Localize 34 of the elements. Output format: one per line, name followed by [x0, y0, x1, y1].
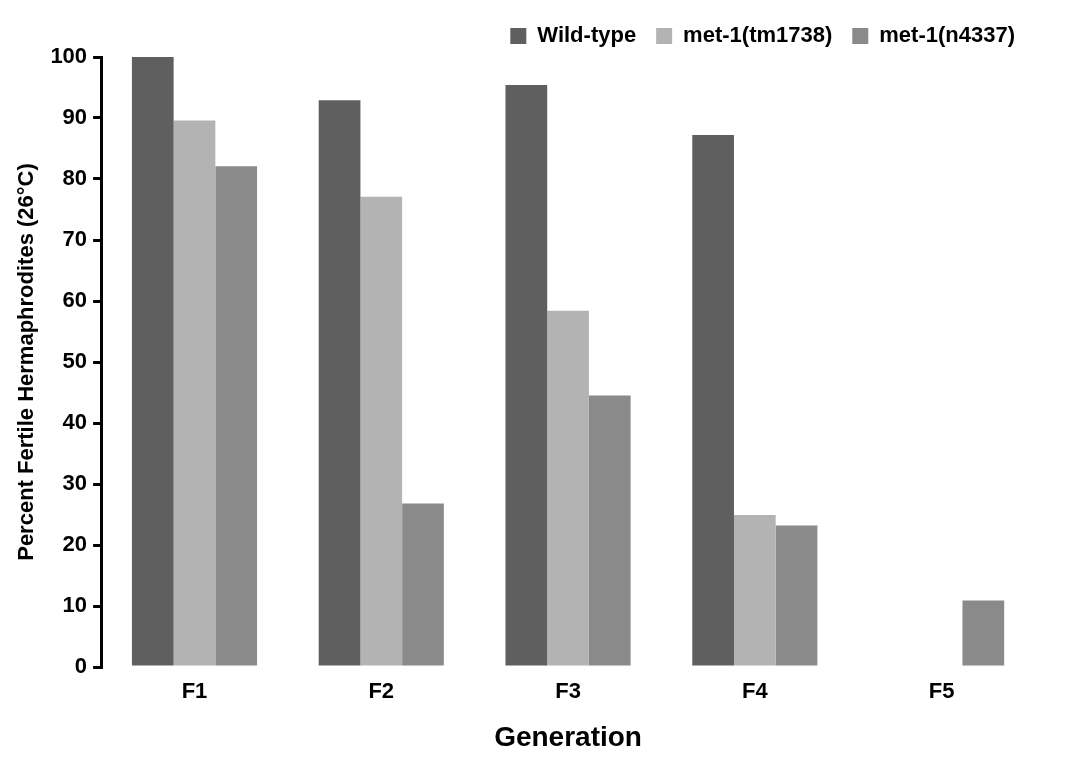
- bar: [692, 135, 734, 666]
- x-tick-label: F5: [928, 678, 955, 704]
- bar: [775, 525, 818, 666]
- bar: [131, 57, 174, 666]
- x-tick-label: F1: [181, 678, 208, 704]
- y-tick-label: 70: [62, 226, 88, 252]
- y-tick-label: 30: [62, 470, 88, 496]
- y-tick-label: 80: [62, 165, 88, 191]
- y-tick-label: 0: [74, 653, 88, 679]
- y-tick-label: 90: [62, 104, 88, 130]
- y-tick-label: 40: [62, 409, 88, 435]
- bar: [173, 120, 216, 666]
- bar: [360, 196, 403, 666]
- y-axis-title: Percent Fertile Hermaphrodites (26°C): [13, 163, 39, 561]
- legend-label: met-1(tm1738): [683, 22, 833, 48]
- bar: [215, 166, 258, 666]
- x-tick-label: F4: [741, 678, 769, 704]
- y-tick-label: 50: [62, 348, 88, 374]
- bar: [588, 395, 631, 666]
- y-tick-label: 60: [62, 287, 88, 313]
- y-tick-label: 100: [50, 43, 88, 69]
- bar: [733, 515, 776, 666]
- legend-label: met-1(n4337): [879, 22, 1015, 48]
- y-tick-label: 10: [62, 592, 88, 618]
- bar: [547, 310, 589, 666]
- bar: [505, 85, 548, 666]
- x-tick-label: F2: [368, 678, 395, 704]
- legend-label: Wild-type: [537, 22, 637, 48]
- x-axis-title: Generation: [494, 720, 642, 752]
- bar: [962, 600, 1005, 666]
- y-tick-label: 20: [62, 531, 88, 557]
- bar: [318, 100, 361, 666]
- bar: [402, 503, 444, 666]
- x-tick-label: F3: [555, 678, 581, 704]
